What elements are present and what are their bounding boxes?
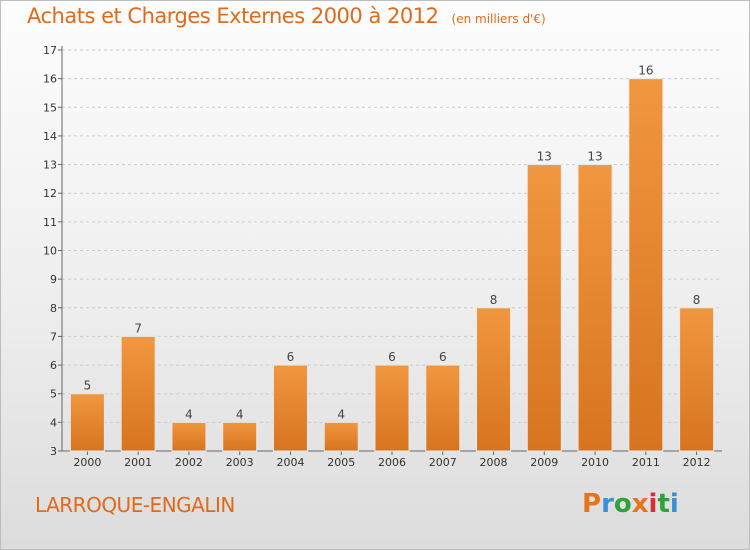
x-tick-label: 2003 — [226, 456, 254, 469]
bar — [120, 335, 156, 452]
logo-letter: o — [613, 489, 632, 519]
x-tick-label: 2012 — [683, 456, 711, 469]
data-label: 13 — [587, 150, 602, 164]
y-tick-label: 7 — [50, 330, 57, 343]
data-label: 6 — [287, 350, 295, 364]
x-tick-label: 2008 — [480, 456, 508, 469]
x-tick-label: 2010 — [581, 456, 609, 469]
x-tick-label: 2002 — [175, 456, 203, 469]
bar — [69, 393, 105, 452]
logo-letter: t — [657, 489, 670, 519]
bar — [628, 78, 664, 452]
y-tick-label: 14 — [43, 130, 57, 143]
data-label: 4 — [236, 407, 244, 421]
y-tick-label: 9 — [50, 273, 57, 286]
x-tick-label: 2001 — [124, 456, 152, 469]
bar — [222, 421, 258, 452]
x-tick-label: 2007 — [429, 456, 457, 469]
data-label: 7 — [134, 321, 142, 335]
y-tick-label: 11 — [43, 216, 57, 229]
y-tick-label: 10 — [43, 245, 57, 258]
data-label: 4 — [185, 407, 193, 421]
data-label: 8 — [490, 293, 498, 307]
logo-letter: x — [631, 489, 649, 519]
bar — [679, 307, 715, 452]
y-tick-label: 12 — [43, 187, 57, 200]
bar — [526, 164, 562, 452]
labels: 5 7 4 4 6 4 6 6 8 13 13 16 8 — [84, 64, 701, 422]
x-tick-label: 2004 — [276, 456, 304, 469]
x-tick-label: 2011 — [632, 456, 660, 469]
y-tick-label: 13 — [43, 159, 57, 172]
x-tick-label: 2006 — [378, 456, 406, 469]
logo-letter: P — [582, 489, 602, 519]
data-label: 13 — [537, 150, 552, 164]
logo-letter: r — [601, 489, 614, 519]
bar — [425, 364, 461, 452]
bar — [323, 421, 359, 452]
data-label: 4 — [337, 407, 345, 421]
x-tick-label: 2005 — [327, 456, 355, 469]
bars — [69, 78, 715, 452]
logo-letter: i — [669, 489, 679, 519]
y-tick-label: 5 — [50, 388, 57, 401]
y-tick-label: 4 — [50, 416, 57, 429]
data-label: 5 — [84, 379, 92, 393]
x-tick-label: 2000 — [73, 456, 101, 469]
bar — [374, 364, 410, 452]
data-label: 6 — [439, 350, 447, 364]
bar — [272, 364, 308, 452]
y-tick-label: 16 — [43, 73, 57, 86]
data-label: 8 — [693, 293, 701, 307]
chart-unit: (en milliers d'€) — [451, 12, 546, 26]
bar — [476, 307, 512, 452]
y-tick-label: 3 — [50, 445, 57, 458]
y-tick-label: 17 — [43, 44, 57, 57]
chart-title-row: Achats et Charges Externes 2000 à 2012 (… — [27, 4, 546, 28]
y-tick-label: 15 — [43, 101, 57, 114]
y-tick-label: 6 — [50, 359, 57, 372]
bar — [577, 164, 613, 452]
town-name: LARROQUE-ENGALIN — [35, 493, 235, 517]
bar — [171, 421, 207, 452]
chart-title: Achats et Charges Externes 2000 à 2012 — [27, 4, 439, 28]
x-tick-label: 2009 — [530, 456, 558, 469]
y-tick-label: 8 — [50, 302, 57, 315]
proxiti-logo[interactable]: Proxiti — [582, 489, 679, 519]
logo-letter: i — [648, 489, 658, 519]
data-label: 6 — [388, 350, 396, 364]
data-label: 16 — [638, 64, 653, 78]
